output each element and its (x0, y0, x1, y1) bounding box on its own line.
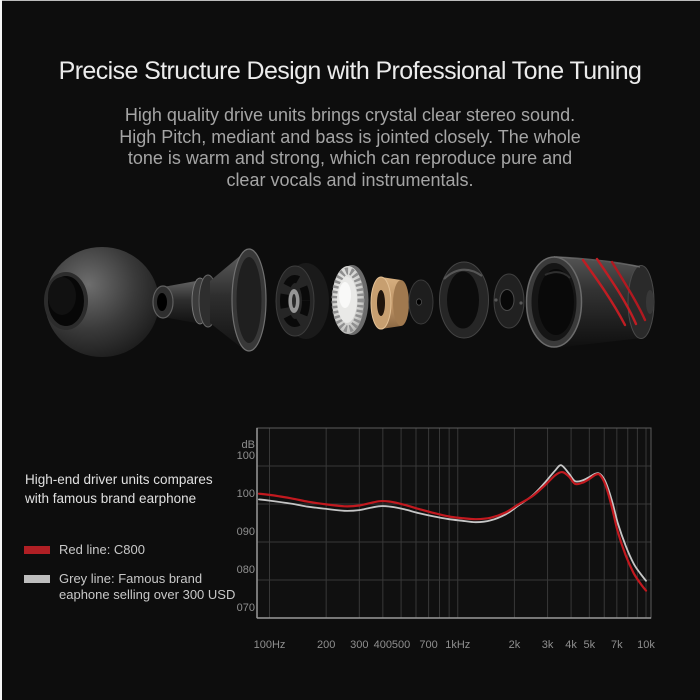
intro-line: clear vocals and instrumentals. (226, 169, 474, 190)
legend-item-red-line: Red line: C800 (24, 542, 145, 558)
driver-diaphragm-image (331, 265, 369, 335)
legend-swatch (24, 575, 50, 583)
red-wire-coil (581, 257, 647, 327)
svg-text:5k: 5k (584, 639, 596, 651)
spacer-ring-image (439, 261, 489, 339)
intro-line: High Pitch, mediant and bass is jointed … (119, 126, 581, 147)
caption-line: with famous brand earphone (25, 491, 197, 506)
svg-text:100: 100 (237, 450, 255, 462)
svg-text:400: 400 (374, 639, 392, 651)
intro-paragraph: High quality drive units brings crystal … (0, 105, 700, 191)
copper-ring-image (370, 276, 409, 330)
comparison-caption: High-end driver units compares with famo… (25, 470, 255, 508)
page-title: Precise Structure Design with Profession… (58, 57, 642, 85)
svg-text:500: 500 (392, 639, 410, 651)
caption-line: High-end driver units compares (25, 472, 213, 487)
svg-text:700: 700 (419, 639, 437, 651)
legend-label: Grey line: Famous brand eaphone selling … (59, 571, 236, 602)
svg-text:3k: 3k (542, 639, 554, 651)
svg-text:100: 100 (237, 488, 255, 500)
housing-barrel-image (525, 256, 655, 348)
back-plate-image (493, 273, 525, 329)
left-edge-artifact (0, 0, 2, 700)
svg-text:090: 090 (237, 526, 255, 538)
cone-housing-image (210, 248, 267, 352)
svg-text:dB: dB (242, 439, 255, 451)
intro-line: tone is warm and strong, which can repro… (127, 148, 573, 168)
magnet-disc-image (408, 279, 434, 325)
svg-text:300: 300 (350, 639, 368, 651)
svg-text:070: 070 (237, 602, 255, 614)
svg-text:10k: 10k (637, 639, 655, 651)
svg-text:2k: 2k (509, 639, 521, 651)
legend-label: Red line: C800 (59, 542, 145, 557)
svg-text:100Hz: 100Hz (254, 639, 286, 651)
intro-line: High quality drive units brings crystal … (124, 105, 576, 125)
top-edge-artifact (0, 0, 700, 1)
svg-text:4k: 4k (565, 639, 577, 651)
grille-ring-image (275, 263, 329, 339)
legend-item-grey-line: Grey line: Famous brand eaphone selling … (24, 571, 235, 602)
svg-text:200: 200 (317, 639, 335, 651)
legend-swatch (24, 546, 50, 554)
svg-text:7k: 7k (611, 639, 623, 651)
svg-text:1kHz: 1kHz (445, 639, 470, 651)
svg-text:080: 080 (237, 564, 255, 576)
silicone-ear-tip-image (44, 247, 159, 357)
